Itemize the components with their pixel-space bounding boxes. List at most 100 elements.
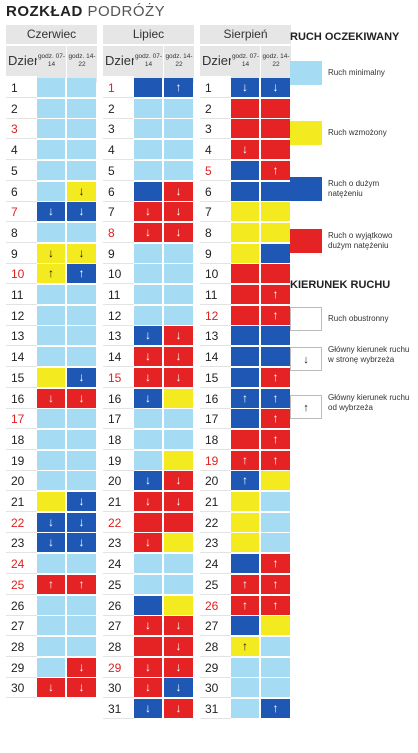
legend-item-wyj: Ruch o wyjątkowo dużym natężeniu — [290, 229, 414, 269]
arrow-down-icon: ↓ — [175, 618, 182, 633]
traffic-cell — [164, 305, 193, 326]
table-row: 27 — [200, 616, 291, 637]
table-row: 4 ↓ — [200, 140, 291, 161]
traffic-cell — [261, 657, 290, 678]
arrow-down-icon: ↓ — [145, 224, 151, 239]
table-row: 26 ↑ ↑ — [200, 595, 291, 616]
traffic-cell: ↓ — [37, 533, 66, 554]
traffic-cell — [261, 181, 290, 202]
day-number: 21 — [6, 492, 37, 512]
traffic-cell: ↓ — [134, 471, 163, 492]
traffic-cell — [164, 554, 193, 575]
arrow-up-icon: ↑ — [48, 266, 54, 281]
traffic-cell — [261, 636, 290, 657]
traffic-cell — [67, 616, 96, 637]
traffic-cell: ↓ — [164, 657, 193, 678]
day-number: 24 — [200, 554, 231, 575]
traffic-cell: ↑ — [261, 367, 290, 388]
traffic-cell — [37, 140, 66, 161]
traffic-cell — [134, 554, 163, 575]
traffic-cell — [37, 326, 66, 347]
traffic-cell — [261, 243, 290, 264]
traffic-cell — [164, 160, 193, 181]
table-row: 24 — [6, 554, 97, 575]
traffic-cell — [67, 471, 96, 492]
day-number: 10 — [6, 264, 37, 285]
traffic-cell: ↓ — [164, 222, 193, 243]
traffic-cell — [134, 98, 163, 119]
day-number: 10 — [103, 264, 134, 285]
table-row: 15 ↓ ↓ — [103, 367, 194, 388]
traffic-cell — [231, 367, 260, 388]
arrow-down-icon: ↓ — [78, 535, 85, 550]
traffic-cell — [261, 202, 290, 223]
traffic-cell — [231, 222, 260, 243]
legend-item-min: Ruch minimalny — [290, 61, 414, 101]
traffic-cell — [231, 347, 260, 368]
table-row: 14 — [200, 347, 291, 368]
table-row: 18 — [103, 429, 194, 450]
arrow-up-icon: ↑ — [175, 80, 182, 94]
traffic-cell: ↑ — [37, 264, 66, 285]
month-header: Lipiec — [103, 25, 194, 44]
table-row: 17 — [6, 409, 97, 430]
day-number: 27 — [200, 616, 231, 637]
arrow-down-icon: ↓ — [242, 142, 248, 157]
traffic-cell — [231, 160, 260, 181]
traffic-cell — [37, 409, 66, 430]
arrow-down-icon: ↓ — [145, 618, 151, 633]
day-number: 1 — [200, 78, 231, 98]
arrow-down-icon: ↓ — [48, 535, 54, 550]
day-number: 11 — [200, 285, 231, 305]
arrow-down-icon: ↓ — [145, 390, 151, 405]
traffic-cell — [261, 222, 290, 243]
traffic-cell: ↑ — [231, 450, 260, 471]
day-number: 21 — [103, 492, 134, 512]
day-number: 2 — [6, 98, 37, 119]
traffic-cell: ↑ — [261, 388, 290, 409]
traffic-cell — [67, 429, 96, 450]
legend-spacer — [290, 132, 414, 172]
legend-swatch-wyj — [290, 229, 322, 253]
legend-label-both: Ruch obustronny — [328, 314, 389, 323]
traffic-cell: ↓ — [164, 471, 193, 492]
day-number: 8 — [6, 222, 37, 243]
arrow-down-icon: ↓ — [272, 80, 279, 94]
traffic-cell: ↓ — [67, 492, 96, 512]
table-row: 1 — [6, 78, 97, 98]
table-row: 20 ↑ — [200, 471, 291, 492]
traffic-cell — [231, 264, 260, 285]
day-number: 4 — [6, 140, 37, 161]
arrow-down-icon: ↓ — [78, 369, 85, 384]
day-number: 24 — [6, 554, 37, 575]
arrow-down-icon: ↓ — [175, 349, 182, 364]
legend-label-down: Główny kierunek ruchu w stronę wybrzeża — [328, 345, 410, 364]
day-number: 29 — [103, 657, 134, 678]
arrow-up-icon: ↑ — [272, 556, 279, 571]
arrow-down-icon: ↓ — [175, 183, 182, 198]
table-row: 18 ↑ — [200, 429, 291, 450]
title-bold: ROZKŁAD — [6, 3, 83, 20]
traffic-cell: ↓ — [164, 699, 193, 719]
table-row: 2 — [200, 98, 291, 119]
traffic-cell — [231, 98, 260, 119]
traffic-cell — [67, 78, 96, 98]
traffic-cell — [37, 657, 66, 678]
legend-swatch-up: ↑ — [290, 395, 322, 419]
slot1-column-header: godz. 07-14 — [231, 46, 260, 83]
day-number: 18 — [200, 429, 231, 450]
day-number: 23 — [6, 533, 37, 554]
table-row: 30 — [200, 678, 291, 699]
traffic-cell: ↑ — [261, 554, 290, 575]
table-row: 6 ↓ — [6, 181, 97, 202]
day-number: 19 — [200, 450, 231, 471]
day-number: 16 — [6, 388, 37, 409]
traffic-cell: ↓ — [67, 367, 96, 388]
traffic-cell — [164, 574, 193, 595]
traffic-cell — [134, 429, 163, 450]
arrow-down-icon: ↓ — [145, 473, 151, 488]
traffic-cell: ↓ — [134, 388, 163, 409]
legend-item-wzm: Ruch wzmożony — [290, 121, 414, 161]
legend-swatch-both — [290, 307, 322, 331]
title-rest: PODRÓŻY — [82, 3, 166, 20]
